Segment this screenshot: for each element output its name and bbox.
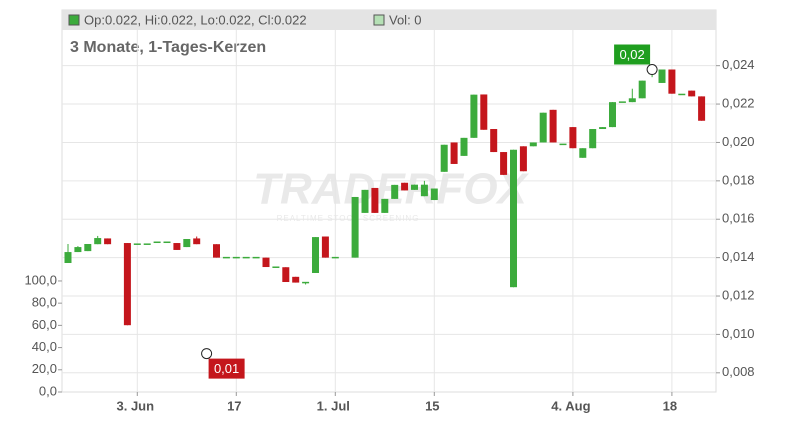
candle-body [153,241,161,244]
candle-body [460,137,468,156]
y-tick-label: 0,016 [722,211,755,226]
candle-body [401,182,409,191]
candle-body [678,93,686,96]
candle-body [64,252,72,264]
candle-body [559,143,567,146]
annotation-box [614,44,651,65]
subtitle: 3 Monate, 1-Tages-Kerzen [70,39,266,56]
candle-body [302,281,310,284]
candle-body [262,257,270,268]
candle-body [589,129,597,149]
candle-body [222,256,230,259]
y-tick-label: 0,012 [722,287,755,302]
candle-body [252,256,260,259]
candle-body [658,69,666,83]
watermark-sub: REALTIME STOCK SCREENING [277,214,420,223]
annotation-box [208,358,245,379]
candle-body [123,243,131,326]
candle-body [618,101,626,103]
candle-body [628,98,636,103]
legend-bar [62,10,716,30]
candle-body [430,188,438,201]
candle-body [321,236,329,258]
candle-body [450,142,458,164]
candle-body [569,127,577,149]
candle-body [391,184,399,199]
candle-body [361,189,369,213]
y2-tick-label: 80,0 [32,295,57,310]
y-tick-label: 0,008 [722,364,755,379]
candle-body [529,142,537,147]
candle-body [381,198,389,213]
candle-body [74,247,82,253]
x-tick-label: 15 [425,398,439,413]
candle-body [599,127,607,130]
candle-body [351,196,359,258]
candle-body [292,276,300,283]
candle-body [242,256,250,259]
candle-body [312,237,319,273]
candle-body [688,90,696,97]
candle-body [420,184,428,197]
y-tick-label: 0,014 [722,249,755,264]
candle-body [579,148,587,158]
candle-body [282,267,290,283]
candle-body [668,69,676,94]
y2-tick-label: 60,0 [32,317,57,332]
candle-body [519,146,527,172]
candle-body [84,243,92,252]
y-tick-label: 0,024 [722,57,755,72]
candle-body [371,187,379,213]
y2-tick-label: 20,0 [32,361,57,376]
candle-body [104,238,112,245]
y2-tick-label: 100,0 [24,272,57,287]
candle-body [470,94,478,138]
candle-body [500,152,508,175]
candle-body [272,266,280,268]
annotation-marker [646,64,658,76]
x-tick-label: 1. Jul [317,398,350,413]
y-tick-label: 0,018 [722,172,755,187]
annotation-label: 0,01 [214,361,239,376]
candle-body [183,239,191,248]
legend-volume: Vol: 0 [389,12,422,27]
y-tick-label: 0,010 [722,326,755,341]
candle-body [143,243,151,245]
x-tick-label: 18 [663,398,677,413]
candle-body [133,243,141,245]
candle-body [163,241,171,244]
candle-body [94,238,102,245]
candle-body [539,112,547,143]
candle-body [549,109,557,143]
y-tick-label: 0,020 [722,134,755,149]
x-tick-label: 4. Aug [551,398,590,413]
candle-body [698,96,706,121]
plot-area [61,9,717,393]
x-tick-label: 3. Jun [117,398,155,413]
annotation-marker [201,348,213,360]
y-tick-label: 0,022 [722,95,755,110]
candle-body [480,94,488,130]
candle-body [609,102,616,128]
candle-body [232,256,240,259]
candle-body [411,184,418,190]
candle-body [638,80,646,99]
candle-body [213,244,220,258]
candle-body [173,243,181,250]
x-tick-label: 17 [227,398,241,413]
candle-body [440,144,448,172]
legend-icon [373,14,385,26]
candle-body [510,149,517,288]
candle-body [193,238,201,245]
legend-icon [68,14,80,26]
annotation-label: 0,02 [619,47,644,62]
candle-body [331,256,339,259]
candle-body [490,129,498,153]
y2-tick-label: 40,0 [32,339,57,354]
legend-ohlc: Op:0.022, Hi:0.022, Lo:0.022, Cl:0.022 [84,12,307,27]
y2-tick-label: 0,0 [39,383,57,398]
